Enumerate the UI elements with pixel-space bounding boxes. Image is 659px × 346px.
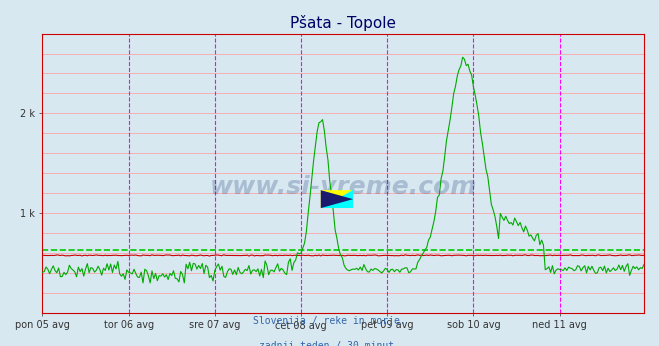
Polygon shape <box>321 190 353 208</box>
Polygon shape <box>321 190 353 208</box>
Polygon shape <box>321 190 353 208</box>
Text: www.si-vreme.com: www.si-vreme.com <box>210 175 477 199</box>
Text: zadnji teden / 30 minut.: zadnji teden / 30 minut. <box>259 340 400 346</box>
Title: Pšata - Topole: Pšata - Topole <box>290 15 396 31</box>
Text: Slovenija / reke in morje.: Slovenija / reke in morje. <box>253 316 406 326</box>
